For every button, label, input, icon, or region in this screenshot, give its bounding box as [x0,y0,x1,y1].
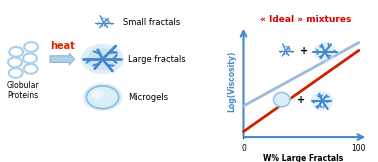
Circle shape [91,89,104,98]
Circle shape [81,44,124,74]
Text: +: + [300,46,308,56]
Text: W% Large Fractals: W% Large Fractals [263,154,344,162]
Text: Large fractals: Large fractals [128,55,186,64]
Circle shape [87,86,119,109]
Text: heat: heat [50,41,74,51]
FancyArrowPatch shape [50,53,74,65]
Circle shape [272,91,291,108]
Text: Small fractals: Small fractals [123,18,181,27]
Circle shape [24,64,37,74]
Circle shape [9,47,23,57]
Circle shape [314,42,336,62]
Circle shape [24,42,38,52]
Text: Globular
Proteins: Globular Proteins [7,81,39,100]
Text: Log(Viscosity): Log(Viscosity) [228,51,237,112]
Text: 0: 0 [241,144,246,153]
Circle shape [274,93,290,107]
Text: Microgels: Microgels [128,93,168,102]
Circle shape [9,68,23,78]
Circle shape [311,91,333,110]
Text: 100: 100 [352,144,366,153]
Circle shape [83,83,122,111]
Title: « Ideal » mixtures: « Ideal » mixtures [260,15,351,24]
Text: +: + [297,95,305,105]
Circle shape [8,58,22,67]
Circle shape [87,48,118,70]
Circle shape [23,53,37,63]
